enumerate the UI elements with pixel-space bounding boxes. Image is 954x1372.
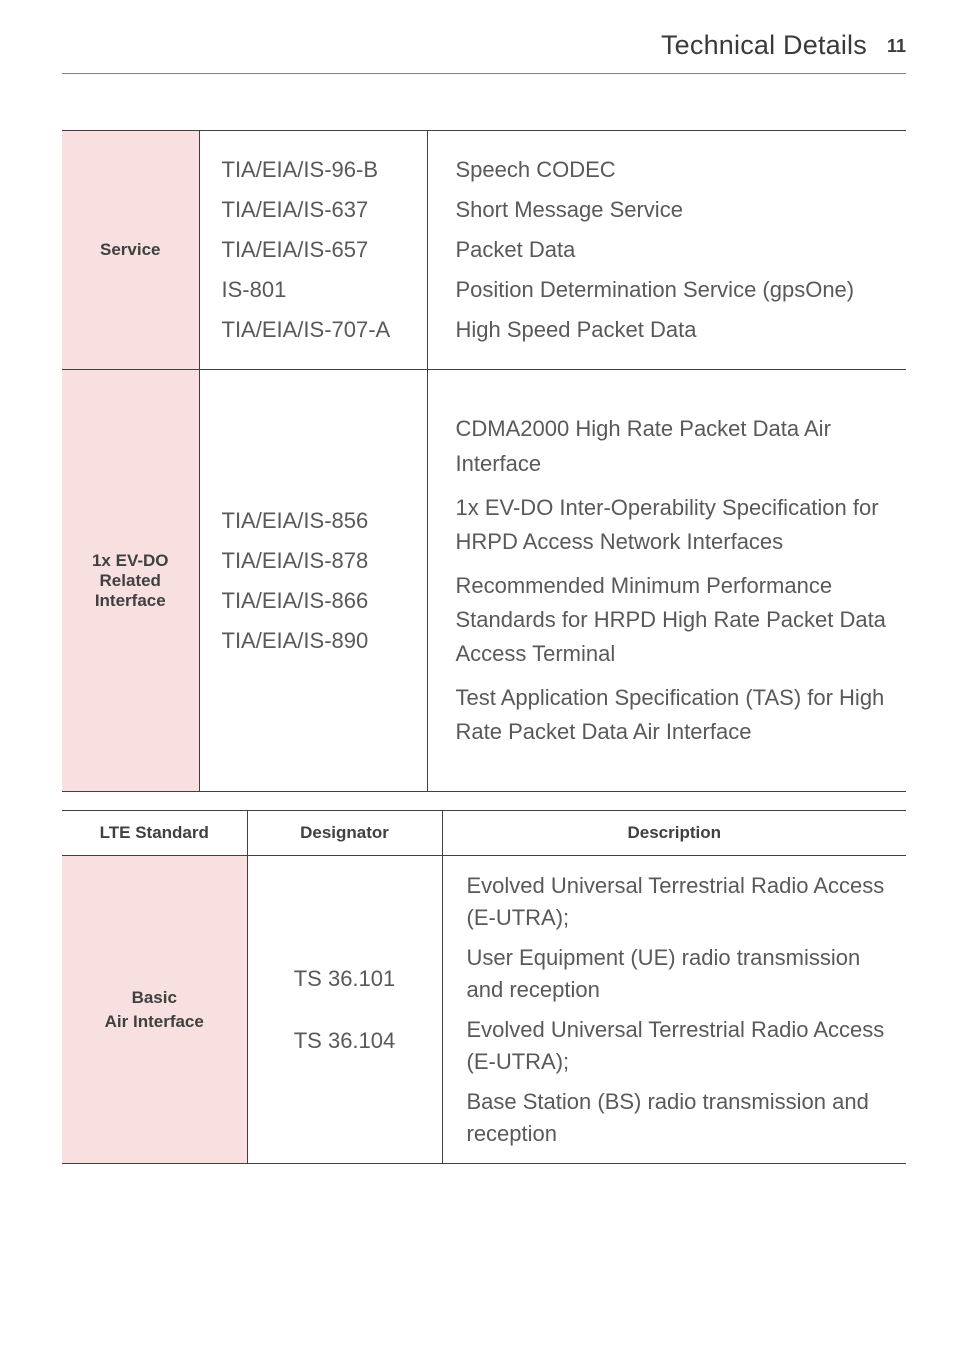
row-header-basic-air: Basic Air Interface <box>62 856 247 1164</box>
description-cell: CDMA2000 High Rate Packet Data Air Inter… <box>427 370 906 792</box>
description-value: 1x EV-DO Inter-Operability Specification… <box>456 491 887 559</box>
row-header-line: Basic <box>70 986 239 1010</box>
designator-value: TIA/EIA/IS-96-B <box>222 153 409 187</box>
description-value: Position Determination Service (gpsOne) <box>456 273 887 307</box>
table-header-row: LTE Standard Designator Description <box>62 811 906 856</box>
description-value: Recommended Minimum Performance Standard… <box>456 569 887 671</box>
description-value: Evolved Universal Terrestrial Radio Acce… <box>467 870 887 934</box>
description-value: Test Application Specification (TAS) for… <box>456 681 887 749</box>
column-header-designator: Designator <box>247 811 442 856</box>
description-value: User Equipment (UE) radio transmission a… <box>467 942 887 1006</box>
description-value: Packet Data <box>456 233 887 267</box>
designator-cell: TIA/EIA/IS-856 TIA/EIA/IS-878 TIA/EIA/IS… <box>199 370 427 792</box>
page-header: Technical Details 11 <box>62 30 906 74</box>
section-title: Technical Details <box>661 30 867 61</box>
description-cell: Speech CODEC Short Message Service Packe… <box>427 131 906 370</box>
designator-value: TIA/EIA/IS-707-A <box>222 313 409 347</box>
designator-cell: TIA/EIA/IS-96-B TIA/EIA/IS-637 TIA/EIA/I… <box>199 131 427 370</box>
row-header-service: Service <box>62 131 199 370</box>
description-value: Base Station (BS) radio transmission and… <box>467 1086 887 1150</box>
designator-value: TIA/EIA/IS-856 <box>222 504 409 538</box>
row-header-line: 1x EV-DO <box>70 551 191 571</box>
table-row: Service TIA/EIA/IS-96-B TIA/EIA/IS-637 T… <box>62 131 906 370</box>
designator-cell: TS 36.101 TS 36.104 <box>247 856 442 1164</box>
designator-value: TIA/EIA/IS-878 <box>222 544 409 578</box>
page-number: 11 <box>887 36 906 57</box>
designator-value: TS 36.104 <box>260 1010 430 1072</box>
description-cell: Evolved Universal Terrestrial Radio Acce… <box>442 856 906 1164</box>
designator-value: TS 36.101 <box>260 948 430 1010</box>
description-value: CDMA2000 High Rate Packet Data Air Inter… <box>456 412 887 480</box>
row-header-line: Air Interface <box>70 1010 239 1034</box>
table-row: Basic Air Interface TS 36.101 TS 36.104 … <box>62 856 906 1164</box>
description-value: Speech CODEC <box>456 153 887 187</box>
designator-value: TIA/EIA/IS-866 <box>222 584 409 618</box>
description-value: High Speed Packet Data <box>456 313 887 347</box>
row-header-line: Related <box>70 571 191 591</box>
row-header-evdo: 1x EV-DO Related Interface <box>62 370 199 792</box>
designator-value: TIA/EIA/IS-890 <box>222 624 409 658</box>
column-header-standard: LTE Standard <box>62 811 247 856</box>
designator-value: TIA/EIA/IS-637 <box>222 193 409 227</box>
description-value: Short Message Service <box>456 193 887 227</box>
designator-value: TIA/EIA/IS-657 <box>222 233 409 267</box>
lte-standards-table: LTE Standard Designator Description Basi… <box>62 810 906 1164</box>
designator-value: IS-801 <box>222 273 409 307</box>
description-value: Evolved Universal Terrestrial Radio Acce… <box>467 1014 887 1078</box>
row-header-line: Interface <box>70 591 191 611</box>
cdma-standards-table: Service TIA/EIA/IS-96-B TIA/EIA/IS-637 T… <box>62 130 906 792</box>
column-header-description: Description <box>442 811 906 856</box>
table-row: 1x EV-DO Related Interface TIA/EIA/IS-85… <box>62 370 906 792</box>
